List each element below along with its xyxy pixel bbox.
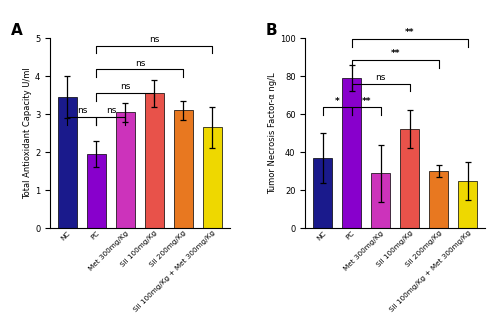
Text: ns: ns — [106, 106, 116, 115]
Text: *: * — [335, 97, 340, 106]
Text: ns: ns — [149, 35, 160, 44]
Text: **: ** — [405, 28, 414, 37]
Bar — [58, 97, 77, 228]
Bar — [313, 158, 332, 228]
Text: A: A — [10, 23, 22, 38]
Text: ns: ns — [134, 59, 145, 68]
Bar — [174, 110, 193, 228]
Bar — [458, 181, 477, 228]
Text: ns: ns — [120, 82, 130, 91]
Bar — [116, 112, 135, 228]
Bar — [400, 129, 419, 228]
Y-axis label: Tumor Necrosis Factor-α ng/L: Tumor Necrosis Factor-α ng/L — [268, 72, 277, 194]
Text: ns: ns — [76, 106, 87, 115]
Bar — [87, 154, 106, 228]
Text: **: ** — [362, 97, 371, 106]
Text: **: ** — [390, 49, 400, 58]
Bar — [342, 78, 361, 228]
Text: ns: ns — [376, 73, 386, 82]
Y-axis label: Total Antioxidant Capacity U/ml: Total Antioxidant Capacity U/ml — [23, 67, 32, 199]
Bar — [145, 93, 164, 228]
Text: B: B — [266, 23, 278, 38]
Bar — [203, 127, 222, 228]
Bar — [371, 173, 390, 228]
Bar — [429, 171, 448, 228]
